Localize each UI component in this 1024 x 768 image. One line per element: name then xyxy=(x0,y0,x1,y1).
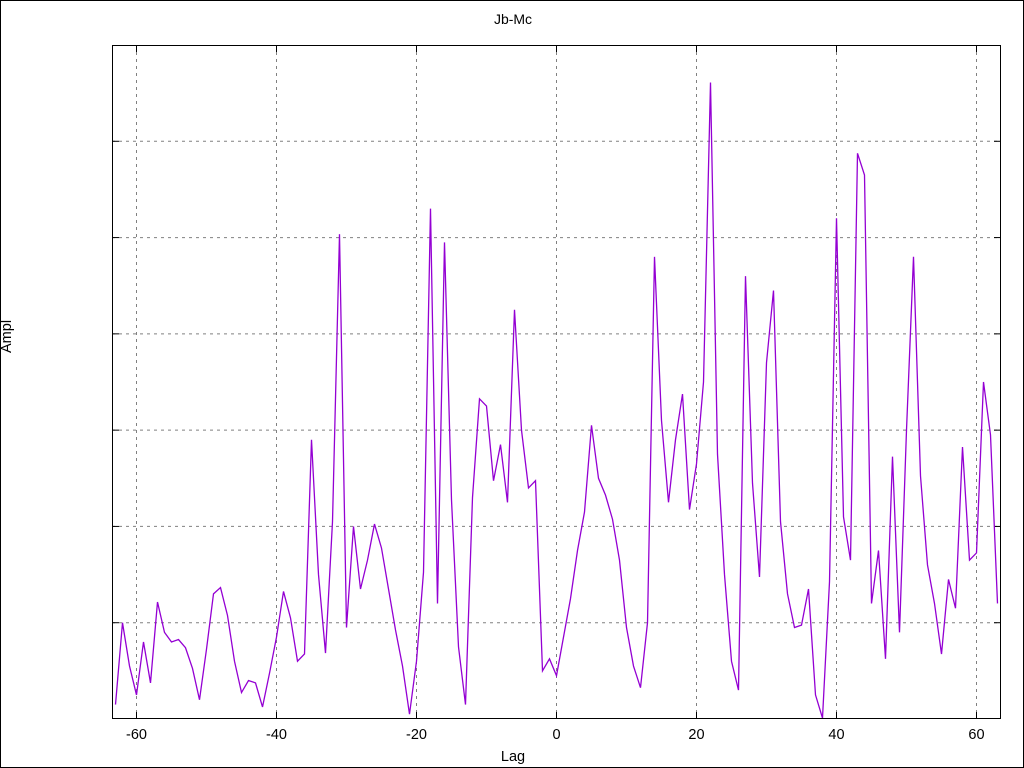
data-series-group xyxy=(114,82,999,719)
x-tick-label: -40 xyxy=(266,727,287,743)
chart-title: Jb-Mc xyxy=(493,11,533,27)
data-line-Jb-Mc xyxy=(114,82,999,719)
plot-svg xyxy=(112,45,1001,719)
axis-tick-marks xyxy=(112,45,1001,719)
x-tick-label: -20 xyxy=(406,727,427,743)
x-tick-label: -60 xyxy=(126,727,147,743)
x-tick-label: 0 xyxy=(552,727,561,743)
x-tick-label: 40 xyxy=(828,727,845,743)
y-axis-label: Ampl xyxy=(0,319,15,353)
plot-area xyxy=(112,45,1001,719)
x-tick-label: 60 xyxy=(968,727,985,743)
x-tick-label: 20 xyxy=(688,727,705,743)
grid-lines xyxy=(112,45,1001,719)
x-axis-label: Lag xyxy=(500,749,526,765)
